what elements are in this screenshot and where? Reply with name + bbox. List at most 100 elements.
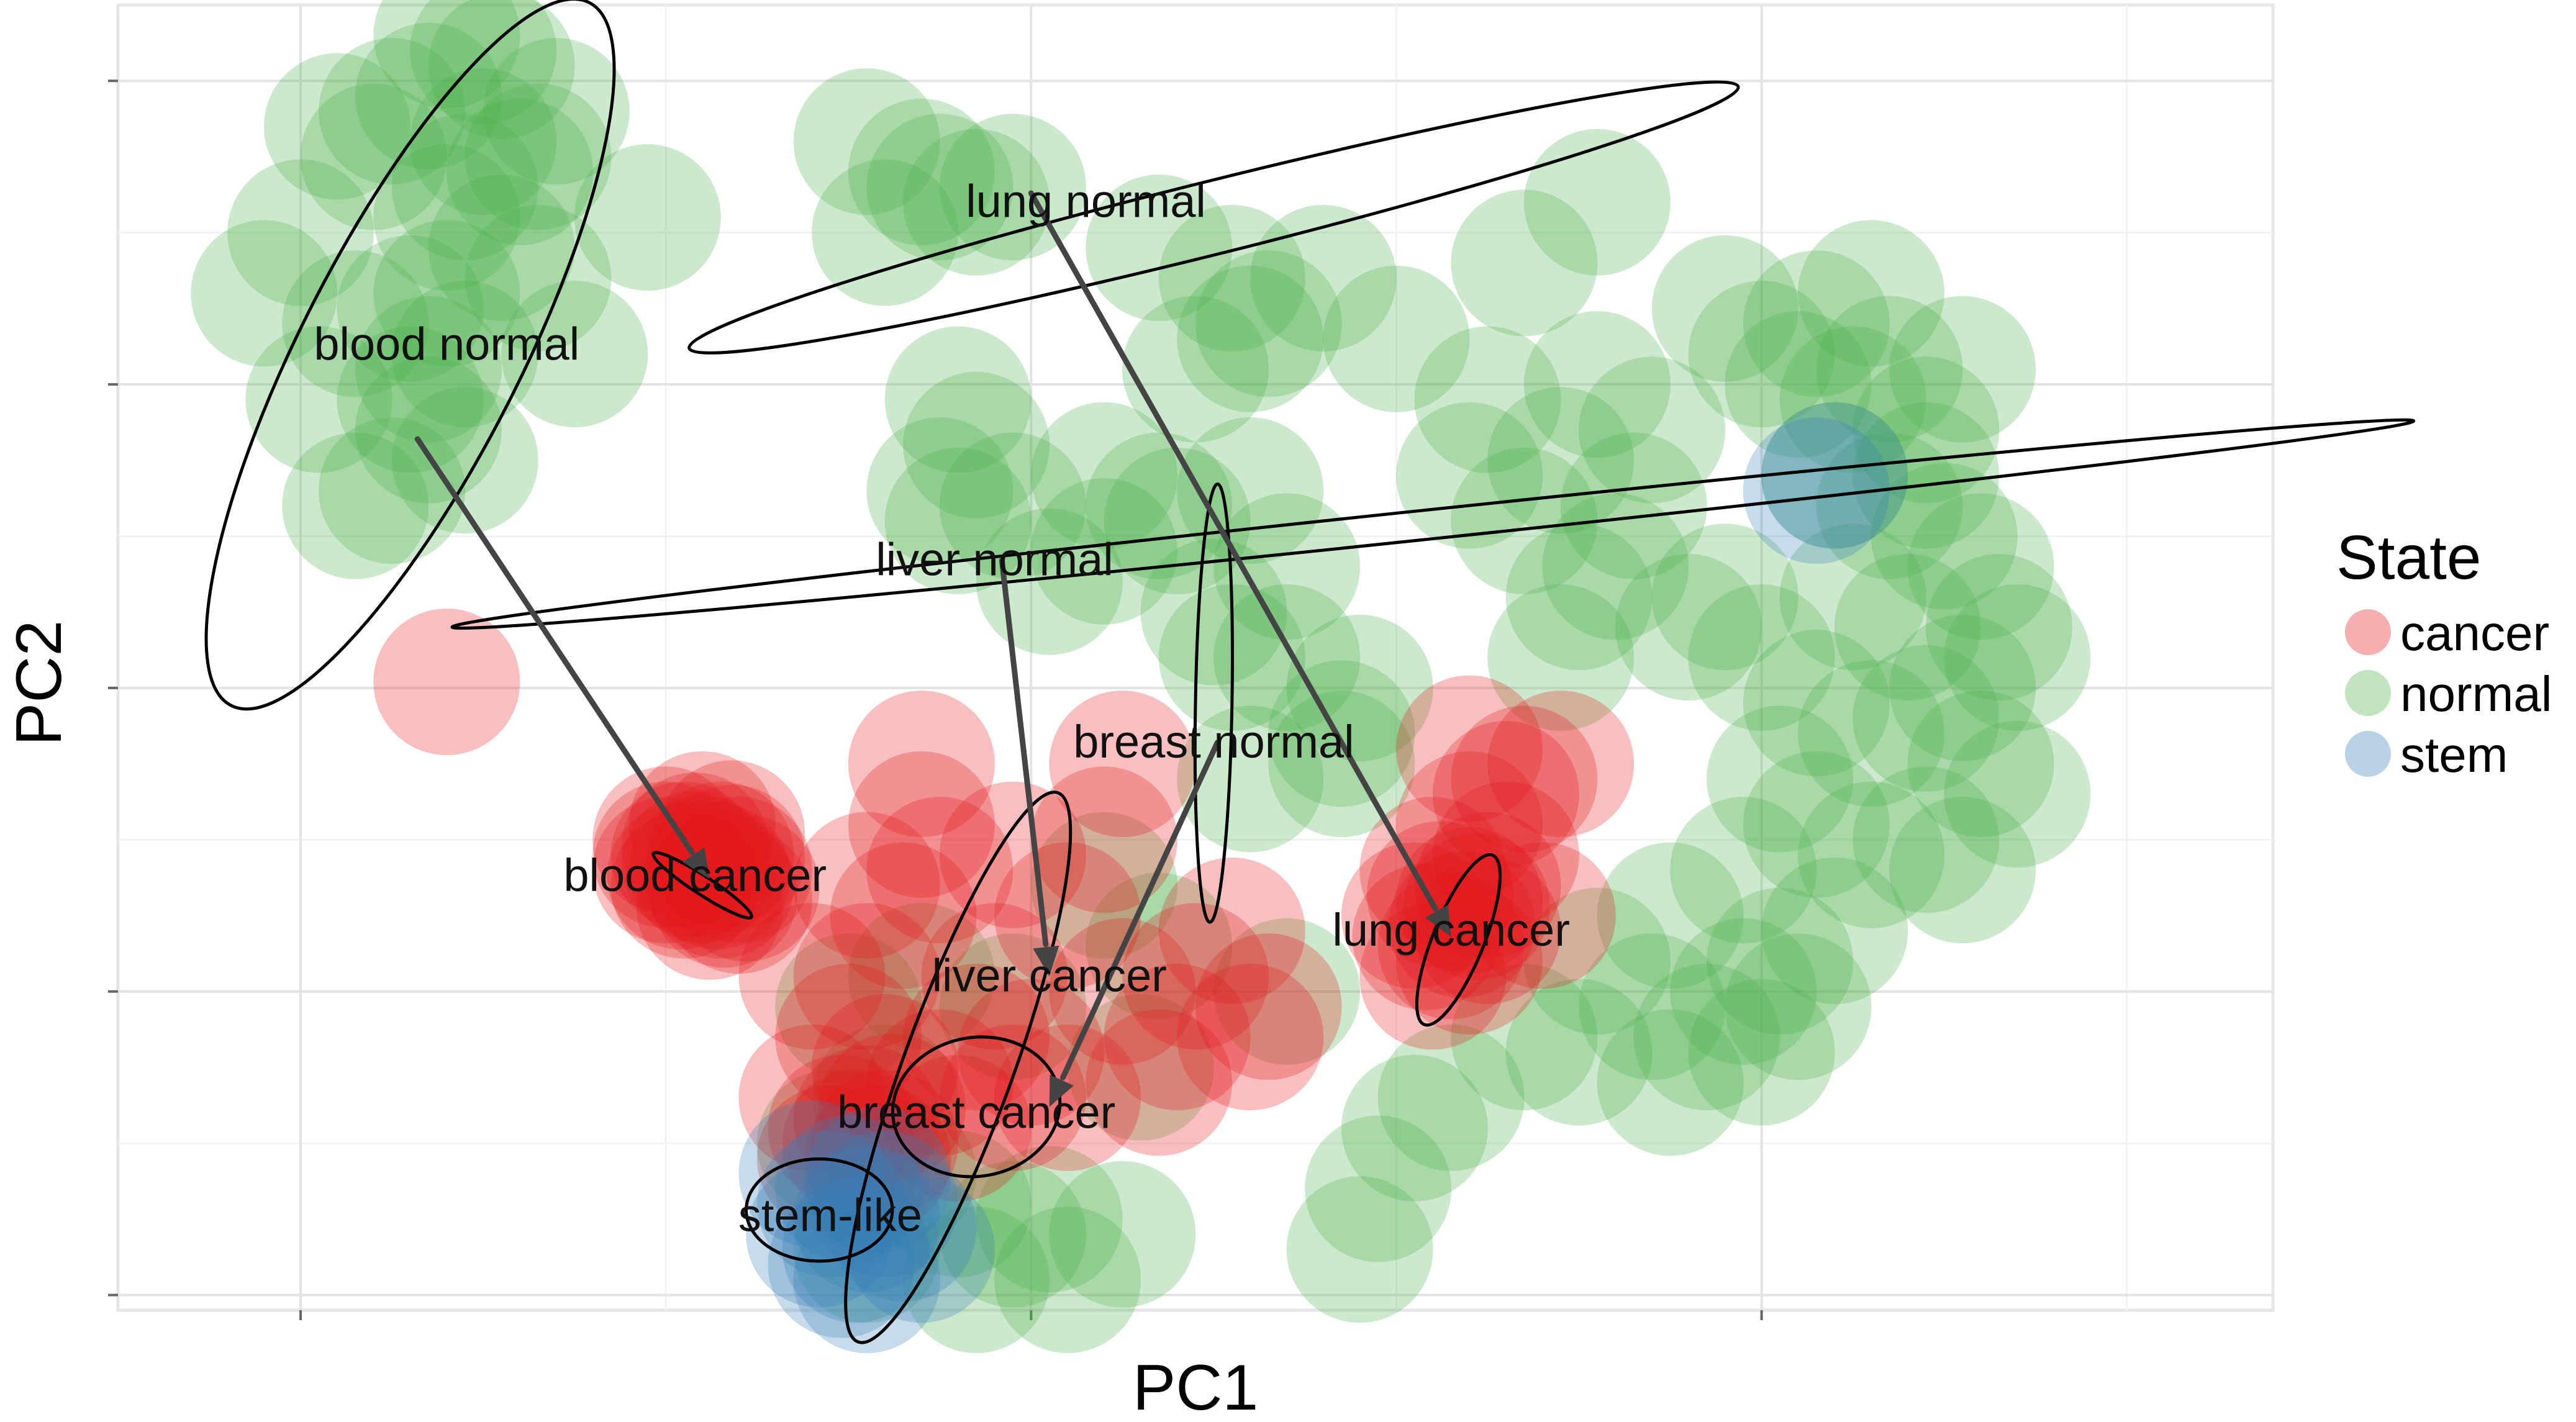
point-normal [1177, 417, 1324, 564]
label-breast-cancer: breast cancer [837, 1086, 1115, 1138]
point-normal [1853, 356, 2000, 504]
point-cancer [658, 784, 805, 931]
point-normal [939, 1161, 1086, 1308]
point-normal [1688, 979, 1835, 1126]
point-cancer [1432, 720, 1579, 867]
point-cancer [1359, 903, 1507, 1050]
point-cancer [738, 903, 886, 1050]
point-normal [1743, 630, 1890, 777]
point-normal [355, 296, 502, 443]
point-normal [373, 0, 520, 109]
point-normal [245, 326, 392, 473]
point-normal [337, 235, 484, 382]
point-normal [428, 174, 575, 322]
point-stem [830, 1155, 977, 1302]
point-normal [1414, 326, 1561, 473]
point-normal [1323, 265, 1470, 412]
point-stem [775, 1115, 922, 1262]
legend: State cancer normal stem [2336, 523, 2552, 782]
point-normal [1086, 872, 1233, 1020]
axis-ticks [108, 79, 1763, 1320]
point-normal [1907, 493, 2054, 640]
group-labels: blood normal blood cancer lung normal lung … [314, 176, 1570, 1241]
ellipse-lung-normal [687, 80, 1740, 355]
point-cancer [866, 797, 1014, 944]
point-cancer [1352, 863, 1499, 1010]
point-cancer [793, 812, 940, 959]
point-normal [866, 417, 1014, 564]
point-normal [501, 281, 648, 428]
point-normal [1761, 402, 1908, 549]
point-normal [1651, 235, 1798, 382]
point-normal [1451, 964, 1598, 1111]
point-normal [1707, 705, 1854, 853]
point-normal [976, 1146, 1123, 1293]
ellipse-blood-normal [204, 0, 616, 711]
point-normal [1560, 432, 1707, 579]
point-normal [812, 159, 959, 306]
point-cancer [793, 903, 940, 1050]
point-cancer [1195, 933, 1342, 1080]
point-normal [1579, 933, 1726, 1080]
point-normal [866, 114, 1014, 261]
point-cancer [1403, 833, 1550, 980]
point-cancer [866, 1009, 1014, 1156]
ellipse-liver-normal [450, 418, 2416, 630]
point-normal [1798, 781, 1945, 928]
point-cancer [1469, 842, 1616, 989]
point-cancer [1377, 872, 1525, 1020]
point-normal [1067, 994, 1214, 1141]
point-cancer [622, 772, 769, 920]
point-normal [1122, 296, 1269, 443]
point-stem [768, 1191, 915, 1338]
label-lung-cancer: lung cancer [1332, 904, 1570, 956]
point-normal [1396, 402, 1543, 549]
point-cancer [651, 821, 798, 968]
point-normal [1889, 614, 2036, 761]
point-normal [1633, 964, 1780, 1111]
point-cancer [592, 766, 740, 913]
point-normal [337, 326, 484, 473]
point-normal [373, 144, 520, 291]
point-normal [227, 159, 374, 306]
point-cancer [1158, 857, 1305, 1004]
point-normal [1049, 1161, 1196, 1308]
point-normal [1030, 478, 1177, 625]
point-normal [775, 933, 922, 1080]
point-normal [1140, 538, 1287, 686]
point-normal [1286, 1176, 1433, 1323]
point-normal [391, 114, 538, 261]
point-normal [263, 53, 410, 200]
point-normal [1707, 887, 1854, 1035]
point-cancer [1432, 781, 1579, 928]
label-breast-normal: breast normal [1073, 716, 1354, 768]
point-cancer [768, 1054, 915, 1202]
point-normal [1889, 296, 2036, 443]
point-normal [1779, 523, 1926, 671]
point-normal [282, 250, 429, 397]
point-normal [1487, 387, 1635, 534]
point-normal [793, 68, 940, 215]
y-axis-title: PC2 [3, 620, 75, 746]
point-normal [1853, 645, 2000, 792]
point-normal [1305, 1115, 1452, 1262]
point-normal [1816, 432, 1963, 579]
legend-label-cancer: cancer [2400, 605, 2549, 661]
group-ellipses [204, 0, 2416, 1344]
point-normal [1798, 220, 1945, 367]
point-cancer [994, 1024, 1141, 1171]
point-normal [1213, 584, 1361, 731]
arrow-breast-normal-to-breast-cancer [1060, 740, 1220, 1080]
point-normal [319, 38, 466, 185]
ellipse-liver-cancer [1193, 482, 1234, 924]
point-normal [1030, 812, 1177, 959]
point-cancer [848, 691, 995, 838]
point-normal [1523, 887, 1671, 1035]
point-normal [1871, 463, 2018, 610]
grid-lines [118, 5, 2273, 1310]
arrowhead-blood-cancer [682, 847, 710, 879]
point-normal [1451, 189, 1598, 337]
point-normal [282, 432, 429, 579]
point-normal [1286, 614, 1433, 761]
point-normal [1834, 554, 1981, 701]
